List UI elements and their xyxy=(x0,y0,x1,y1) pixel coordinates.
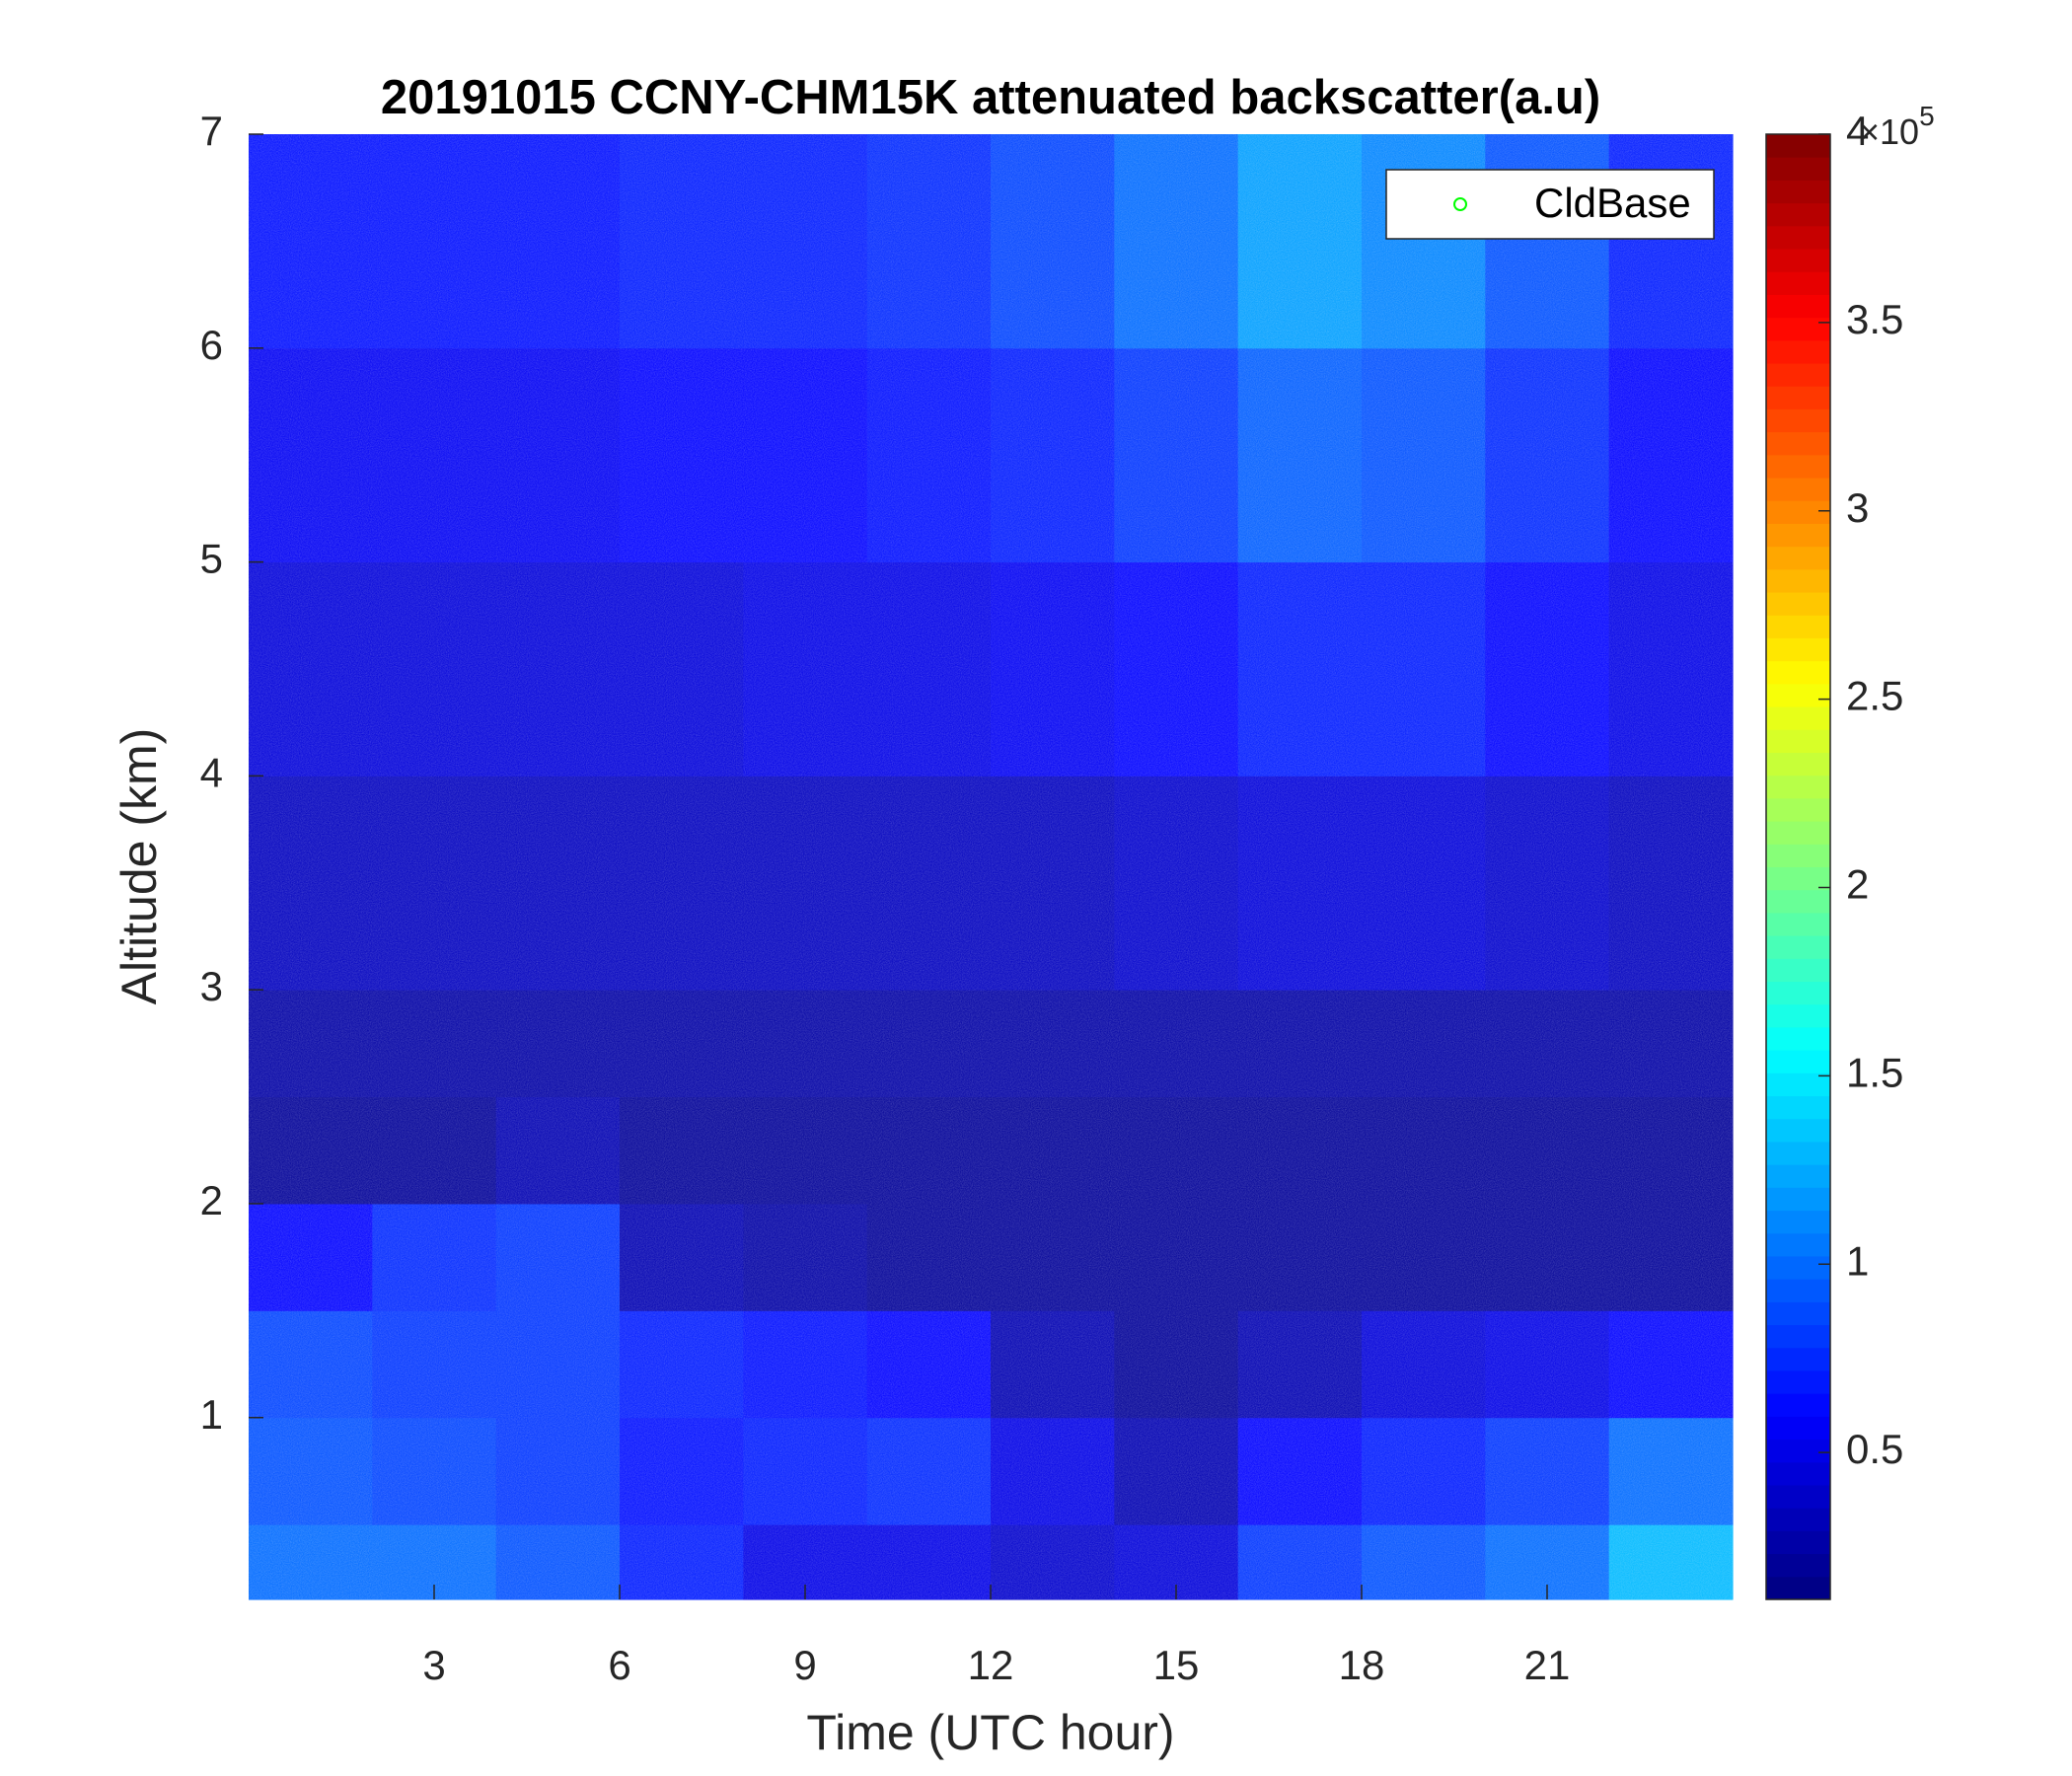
colorbar-tick-label: 3.5 xyxy=(1846,296,1903,342)
colorbar-swatch xyxy=(1766,1141,1830,1165)
colorbar-swatch xyxy=(1766,1416,1830,1441)
colorbar-swatch xyxy=(1766,958,1830,983)
colorbar-swatch xyxy=(1766,797,1830,822)
colorbar-tick-label: 0.5 xyxy=(1846,1426,1903,1472)
colorbar-swatch xyxy=(1766,821,1830,845)
colorbar-swatch xyxy=(1766,478,1830,501)
colorbar-swatch xyxy=(1766,1393,1830,1417)
colorbar-swatch xyxy=(1766,1369,1830,1394)
colorbar-swatch xyxy=(1766,523,1830,548)
colorbar-swatch xyxy=(1766,1576,1830,1600)
x-axis-label: Time (UTC hour) xyxy=(806,1705,1174,1760)
colorbar-swatch xyxy=(1766,637,1830,662)
x-tick-label: 12 xyxy=(968,1642,1014,1688)
colorbar-swatch xyxy=(1766,225,1830,250)
colorbar-frame xyxy=(1765,133,1831,1600)
colorbar-swatch xyxy=(1766,500,1830,524)
y-tick-label: 5 xyxy=(200,536,223,582)
colorbar-swatch xyxy=(1766,981,1830,1005)
x-tick-label: 6 xyxy=(608,1642,630,1688)
colorbar-tick-label: 3 xyxy=(1846,484,1869,531)
chart-title: 20191015 CCNY-CHM15K attenuated backscat… xyxy=(381,71,1600,124)
colorbar-swatch xyxy=(1766,1210,1830,1234)
y-tick-label: 7 xyxy=(200,108,223,154)
colorbar-swatch xyxy=(1766,454,1830,479)
colorbar-swatch xyxy=(1766,317,1830,341)
colorbar-swatch xyxy=(1766,249,1830,272)
x-tick-label: 3 xyxy=(422,1642,445,1688)
y-tick-label: 2 xyxy=(200,1177,223,1223)
colorbar-swatch xyxy=(1766,1461,1830,1486)
colorbar-swatch xyxy=(1766,1118,1830,1143)
colorbar-swatch xyxy=(1766,546,1830,570)
y-tick-label: 3 xyxy=(200,963,223,1009)
colorbar-swatch xyxy=(1766,706,1830,730)
colorbar-swatch xyxy=(1766,844,1830,867)
legend-label: CldBase xyxy=(1534,180,1691,226)
colorbar-swatch xyxy=(1766,1530,1830,1555)
colorbar-swatch xyxy=(1766,363,1830,387)
colorbar-swatch xyxy=(1766,431,1830,456)
colorbar-swatch xyxy=(1766,339,1830,364)
y-tick-label: 1 xyxy=(200,1391,223,1438)
colorbar-swatch xyxy=(1766,1026,1830,1051)
colorbar-swatch xyxy=(1766,1232,1830,1257)
y-tick-label: 6 xyxy=(200,322,223,368)
colorbar-swatch xyxy=(1766,271,1830,295)
multiplier-base: ×10 xyxy=(1859,111,1919,152)
colorbar-tick-label: 2.5 xyxy=(1846,673,1903,719)
colorbar-swatch xyxy=(1766,1187,1830,1212)
colorbar-tick-label: 1 xyxy=(1846,1237,1869,1284)
colorbar-swatch xyxy=(1766,294,1830,319)
colorbar-swatch xyxy=(1766,912,1830,936)
colorbar-swatch xyxy=(1766,1439,1830,1463)
colorbar-swatch xyxy=(1766,683,1830,707)
colorbar-multiplier: ×105 xyxy=(1859,101,1935,151)
x-tick-label: 9 xyxy=(793,1642,816,1688)
legend-marker xyxy=(1453,197,1467,211)
colorbar-tick-label: 2 xyxy=(1846,861,1869,908)
colorbar-swatch xyxy=(1766,1255,1830,1280)
axes: 3 6 9 12 15 18 2112345670.511.522.533.54CldBas… xyxy=(200,108,1904,1688)
colorbar-swatch xyxy=(1766,568,1830,593)
x-tick-label: 21 xyxy=(1524,1642,1571,1688)
colorbar-swatch xyxy=(1766,935,1830,959)
colorbar-swatch xyxy=(1766,157,1830,181)
colorbar-swatch xyxy=(1766,660,1830,685)
colorbar-swatch xyxy=(1766,1003,1830,1028)
colorbar-swatch xyxy=(1766,134,1830,158)
colorbar-swatch xyxy=(1766,1279,1830,1302)
y-tick-label: 4 xyxy=(200,749,223,795)
x-tick-label: 18 xyxy=(1339,1642,1385,1688)
colorbar-swatch xyxy=(1766,202,1830,227)
colorbar-swatch xyxy=(1766,615,1830,638)
colorbar-swatch xyxy=(1766,729,1830,753)
colorbar-swatch xyxy=(1766,1050,1830,1073)
colorbar-tick-label: 1.5 xyxy=(1846,1049,1903,1095)
colorbar-swatch xyxy=(1766,1324,1830,1349)
colorbar-swatch xyxy=(1766,408,1830,433)
colorbar-tick-label: 4 xyxy=(1846,108,1869,154)
colorbar-swatch xyxy=(1766,592,1830,616)
colorbar-swatch xyxy=(1766,1347,1830,1371)
colorbar-swatch xyxy=(1766,1301,1830,1326)
texture xyxy=(249,134,1733,1599)
colorbar-swatch xyxy=(1766,1484,1830,1509)
colorbar-swatch xyxy=(1766,1164,1830,1188)
colorbar-swatch xyxy=(1766,386,1830,409)
colorbar-swatch xyxy=(1766,889,1830,914)
colorbar-swatch xyxy=(1766,1073,1830,1097)
y-axis-label: Altitude (km) xyxy=(111,728,167,1005)
legend-box xyxy=(1385,169,1715,240)
x-tick-label: 15 xyxy=(1153,1642,1200,1688)
multiplier-exponent: 5 xyxy=(1919,101,1935,131)
colorbar-swatch xyxy=(1766,752,1830,777)
colorbar-swatch xyxy=(1766,866,1830,891)
colorbar-swatch xyxy=(1766,1553,1830,1578)
colorbar-swatch xyxy=(1766,1095,1830,1120)
colorbar-swatch xyxy=(1766,180,1830,204)
colorbar-swatch xyxy=(1766,1508,1830,1531)
colorbar-swatch xyxy=(1766,775,1830,799)
